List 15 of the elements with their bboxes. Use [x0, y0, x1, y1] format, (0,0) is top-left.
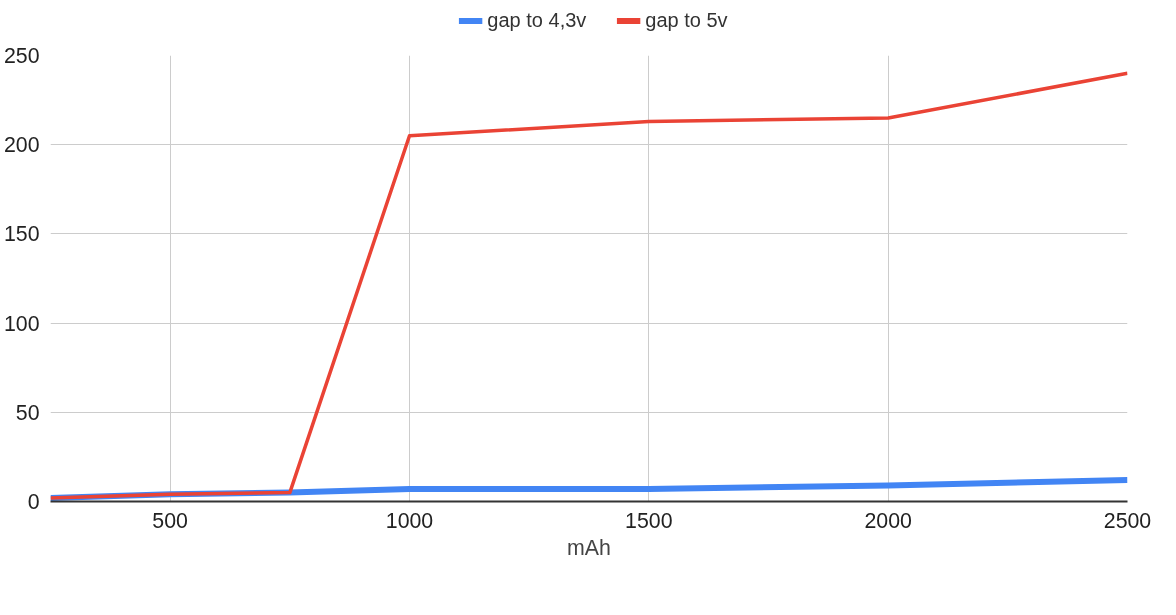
x-axis-title: mAh — [567, 535, 611, 560]
line-series — [50, 71, 1128, 500]
x-tick-label: 2000 — [864, 508, 913, 533]
y-tick-label: 50 — [15, 400, 40, 425]
x-tick-label: 1500 — [625, 508, 673, 533]
x-tick-label: 2500 — [1103, 508, 1152, 533]
y-tick-label: 0 — [27, 490, 40, 514]
x-tick-label: 1000 — [385, 508, 434, 533]
y-tick-label: 250 — [3, 44, 40, 68]
y-tick-label: 200 — [3, 133, 40, 158]
legend-label: gap to 5v — [645, 8, 728, 32]
y-tick-label: 100 — [3, 311, 40, 336]
x-tick-label: 500 — [152, 508, 189, 533]
legend-label: gap to 4,3v — [487, 8, 587, 32]
y-tick-label: 150 — [3, 222, 40, 247]
